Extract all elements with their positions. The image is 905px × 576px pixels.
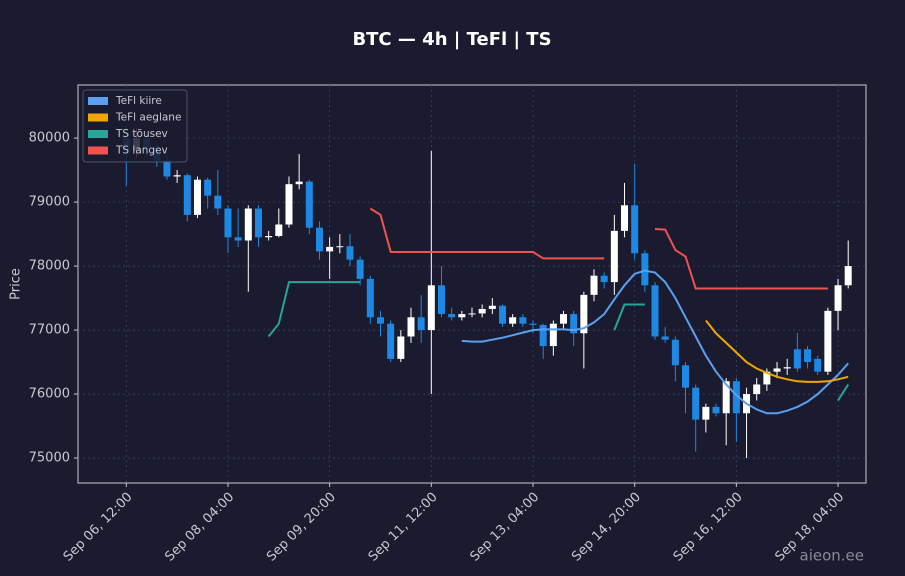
candle-body (427, 285, 435, 331)
candle-body (712, 406, 720, 414)
candle-body (590, 275, 598, 295)
candle-body (651, 285, 659, 337)
candle-body (224, 208, 232, 238)
candle-body (610, 230, 618, 283)
candle-body (763, 371, 771, 385)
candle-body (641, 253, 649, 286)
candle-body (478, 308, 486, 314)
candle-body (753, 384, 761, 395)
candle-body (387, 323, 395, 359)
candle-body (397, 336, 405, 359)
legend: TeFl kiire TeFl aeglane TS tõusev TS langev (82, 89, 188, 163)
candle-body (722, 381, 730, 414)
candle-body (488, 305, 496, 309)
indicator-line (705, 319, 849, 383)
candle-body (214, 195, 222, 209)
candle-body (783, 367, 791, 369)
legend-label: TS tõusev (115, 128, 168, 140)
candle-body (793, 349, 801, 369)
candle-body (285, 184, 293, 225)
chart-title: BTC — 4h | TeFl | TS (352, 29, 551, 50)
y-tick-label: 76000 (29, 387, 70, 402)
candle-body (844, 266, 852, 286)
candle-body (631, 205, 639, 254)
candle-body (244, 208, 252, 241)
legend-swatch (88, 146, 108, 155)
candle-body (834, 285, 842, 311)
candle-body (346, 246, 354, 260)
indicator-line (267, 281, 850, 402)
candle-body (326, 246, 334, 252)
candle-body (570, 314, 578, 334)
legend-swatch (88, 113, 108, 122)
candle-body (417, 317, 425, 331)
candle-body (315, 227, 323, 252)
y-axis-label: Price (9, 268, 24, 300)
candle-body (254, 208, 262, 238)
candle-body (814, 358, 822, 372)
candle-body (173, 175, 181, 177)
candle-body (356, 259, 364, 279)
candle-body (458, 314, 466, 318)
candle-body (163, 160, 171, 177)
candle-body (437, 285, 445, 315)
legend-label: TeFl kiire (115, 95, 162, 107)
candle-body (407, 317, 415, 337)
candle-body (468, 313, 476, 315)
y-tick-label: 75000 (29, 451, 70, 466)
candle-body (376, 317, 384, 324)
candle-body (509, 317, 517, 324)
candle-body (529, 323, 537, 325)
candle-body (824, 310, 832, 372)
candle-body (234, 237, 242, 241)
candle-body (295, 181, 303, 185)
y-tick-label: 78000 (29, 259, 70, 274)
candle-body (580, 294, 588, 334)
candle-body (193, 179, 201, 215)
candle-body (204, 179, 212, 196)
candle-body (671, 339, 679, 366)
candle-body (804, 349, 812, 363)
y-tick-label: 80000 (29, 131, 70, 146)
plot-area (77, 84, 867, 484)
candle-body (661, 336, 669, 340)
legend-swatch (88, 130, 108, 138)
candle-body (366, 278, 374, 318)
candle-body (305, 181, 313, 228)
candle-body (336, 246, 344, 248)
candle-body (448, 314, 456, 318)
legend-label: TeFl aeglane (115, 112, 181, 124)
candle-body (519, 317, 527, 324)
candle-body (600, 275, 608, 283)
candle-body (773, 368, 781, 372)
legend-swatch (88, 97, 108, 105)
candle-body (275, 224, 283, 237)
candle-body (732, 381, 740, 414)
legend-label: TS langev (115, 145, 168, 157)
candle-body (702, 406, 710, 420)
watermark: aieon.ee (800, 547, 865, 565)
legend-box (82, 89, 188, 163)
indicator-line (461, 269, 849, 415)
candle-body (692, 387, 700, 420)
candle-body (621, 205, 629, 231)
candle-body (499, 305, 507, 324)
candle-body (539, 324, 547, 347)
y-tick-label: 79000 (29, 195, 70, 210)
candle-body (265, 236, 273, 238)
candle-body (560, 314, 568, 324)
marks (122, 125, 852, 459)
indicator-line (369, 207, 828, 290)
y-tick-label: 77000 (29, 323, 70, 338)
candle-body (682, 365, 690, 388)
candle-body (549, 323, 557, 347)
candle-body (183, 175, 191, 215)
